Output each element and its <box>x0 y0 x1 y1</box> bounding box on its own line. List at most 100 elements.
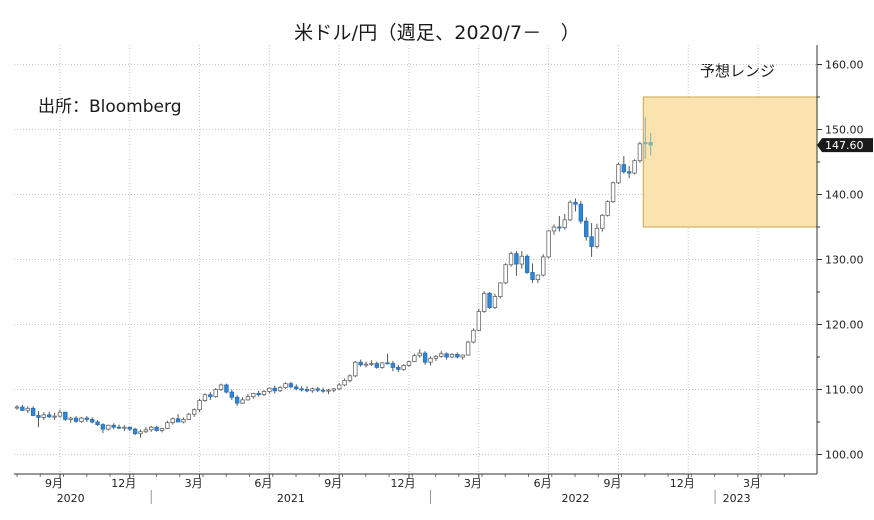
ytick-label: 110.00 <box>825 384 864 397</box>
forecast-range-box <box>642 96 818 228</box>
candle-body <box>181 418 186 423</box>
candle-body <box>95 421 100 425</box>
candle-body <box>363 363 369 366</box>
candle-body <box>428 357 433 363</box>
candle-body <box>519 255 524 265</box>
candle-body <box>481 292 487 312</box>
xtick-label: 12月 <box>111 477 136 490</box>
candle-body <box>530 272 535 281</box>
candle-body <box>621 164 627 173</box>
ytick-label: 120.00 <box>825 319 864 332</box>
year-label: 2023 <box>723 492 751 505</box>
ytick-label: 160.00 <box>825 59 864 72</box>
candle-body <box>412 355 417 362</box>
candle-body <box>422 352 428 363</box>
candle-body <box>267 387 272 392</box>
candle-body <box>557 226 562 229</box>
candle-body <box>449 353 455 358</box>
candle-body <box>36 415 41 418</box>
candle-body <box>63 411 68 420</box>
candle-body <box>546 230 551 258</box>
xtick-label: 3月 <box>464 477 482 490</box>
candle-body <box>283 383 288 388</box>
candle-body <box>159 428 165 431</box>
candle-body <box>503 264 508 284</box>
candle-body <box>154 426 159 431</box>
xtick-label: 12月 <box>670 477 695 490</box>
ytick-label: 150.00 <box>825 124 864 137</box>
candle-body <box>508 253 514 266</box>
candle-body <box>417 352 422 357</box>
xtick-label: 6月 <box>534 477 552 490</box>
candle-body <box>541 256 546 276</box>
candle-body <box>589 236 594 247</box>
source-note: 出所：Bloomberg <box>38 97 182 117</box>
candle-body <box>138 431 143 435</box>
ytick-label: 140.00 <box>825 189 864 202</box>
candle-body <box>353 361 358 377</box>
candle-body <box>52 415 57 418</box>
candle-body <box>47 414 52 418</box>
xtick-label: 9月 <box>324 477 342 490</box>
candle-body <box>272 387 277 392</box>
candle-body <box>132 428 138 435</box>
xtick-label: 6月 <box>254 477 272 490</box>
candle-body <box>100 424 106 430</box>
candle-body <box>245 396 251 401</box>
candle-body <box>605 201 610 216</box>
xtick-label: 9月 <box>45 477 63 490</box>
xtick-label: 12月 <box>391 477 416 490</box>
candle-body <box>213 389 218 398</box>
candle-body <box>524 255 530 273</box>
candles <box>14 117 653 438</box>
candle-body <box>465 341 471 356</box>
candle-body <box>299 388 304 391</box>
candle-body <box>57 411 63 417</box>
candle-body <box>315 388 320 391</box>
candle-body <box>626 171 632 174</box>
candle-body <box>600 214 605 229</box>
candle-body <box>73 417 79 422</box>
candle-body <box>192 409 197 415</box>
candle-body <box>256 392 261 396</box>
candle-body <box>122 426 127 429</box>
candle-body <box>567 201 573 221</box>
forecast-range-rect <box>642 96 818 228</box>
candle-body <box>471 329 476 343</box>
candle-body <box>288 383 294 388</box>
candle-body <box>208 394 213 398</box>
candle-body <box>342 379 347 386</box>
candle-body <box>304 389 310 392</box>
ytick-label: 130.00 <box>825 254 864 267</box>
candle-body <box>487 292 492 308</box>
candle-body <box>79 417 84 422</box>
candle-body <box>127 426 132 430</box>
candle-body <box>492 296 498 308</box>
xtick-label: 9月 <box>603 477 621 490</box>
candle-body <box>331 388 337 391</box>
year-label: 2020 <box>57 492 85 505</box>
candle-body <box>229 391 234 398</box>
candle-body <box>460 354 465 358</box>
candle-body <box>84 417 90 420</box>
candle-body <box>310 388 315 392</box>
candle-body <box>251 392 256 398</box>
candle-body <box>197 400 202 411</box>
candle-body <box>234 396 240 404</box>
last-value-tag <box>817 138 873 153</box>
candle-body <box>433 355 439 359</box>
candle-body <box>336 384 342 390</box>
candle-body <box>616 164 621 184</box>
candle-body <box>143 429 149 433</box>
candle-body <box>610 182 616 203</box>
candle-body <box>643 142 648 145</box>
candle-body <box>347 375 353 381</box>
candle-body <box>202 394 208 401</box>
candle-body <box>224 384 229 393</box>
candle-body <box>149 426 154 431</box>
candle-body <box>476 311 482 331</box>
xtick-label: 3月 <box>185 477 203 490</box>
year-label: 2021 <box>277 492 305 505</box>
candle-body <box>498 282 503 297</box>
candle-body <box>277 387 283 392</box>
